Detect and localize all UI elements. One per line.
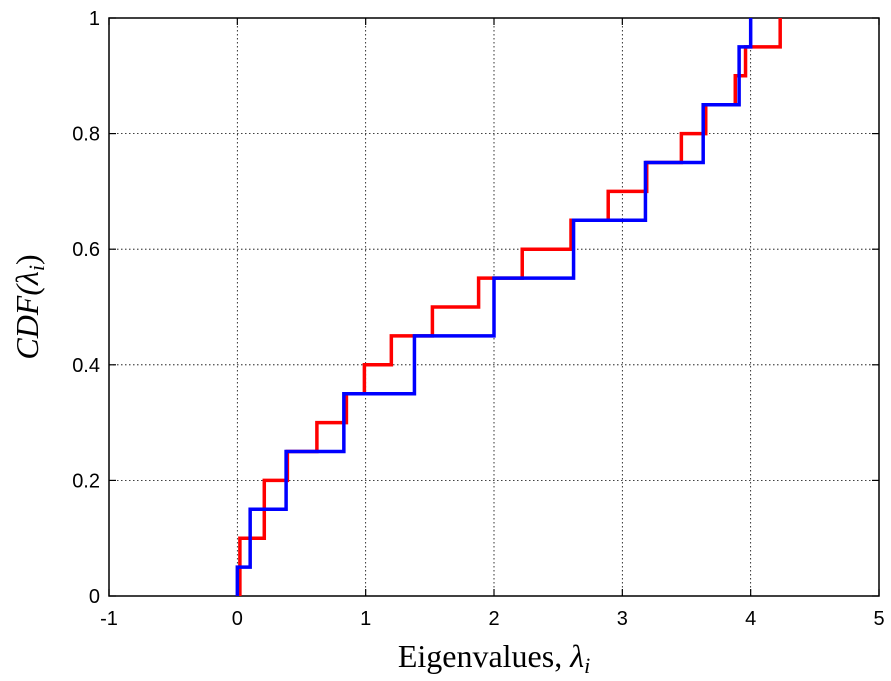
y-tick-label: 0 xyxy=(89,586,100,608)
x-tick-labels: -1 0 1 2 3 4 5 xyxy=(100,608,884,630)
y-tick-label: 0.2 xyxy=(72,470,100,492)
y-axis-label-subscript: i xyxy=(24,265,49,271)
x-tick-label: 3 xyxy=(617,608,628,630)
x-axis-label-symbol: λ xyxy=(569,638,584,674)
x-axis-label: Eigenvalues, λi xyxy=(398,638,590,678)
series-line-2 xyxy=(235,18,753,596)
x-tick-label: 5 xyxy=(873,608,884,630)
y-axis-label-symbol: λ xyxy=(9,271,45,286)
x-tick-label: 2 xyxy=(488,608,499,630)
y-tick-label: 1 xyxy=(89,8,100,30)
x-tick-label: 4 xyxy=(745,608,756,630)
y-axis-label-close: ) xyxy=(9,254,45,265)
y-axis-label-func: CDF( xyxy=(9,283,45,360)
y-tick-labels: 0 0.2 0.4 0.6 0.8 1 xyxy=(72,8,100,608)
y-axis-label: CDF(λi) xyxy=(9,254,49,359)
y-tick-label: 0.6 xyxy=(72,239,100,261)
y-tick-label: 0.8 xyxy=(72,124,100,146)
x-tick-label: 0 xyxy=(232,608,243,630)
x-tick-label: 1 xyxy=(360,608,371,630)
x-axis-label-subscript: i xyxy=(584,653,590,678)
x-tick-label: -1 xyxy=(100,608,118,630)
x-axis-label-text: Eigenvalues, xyxy=(398,638,570,674)
series-layer xyxy=(235,18,782,596)
y-tick-label: 0.4 xyxy=(72,355,100,377)
